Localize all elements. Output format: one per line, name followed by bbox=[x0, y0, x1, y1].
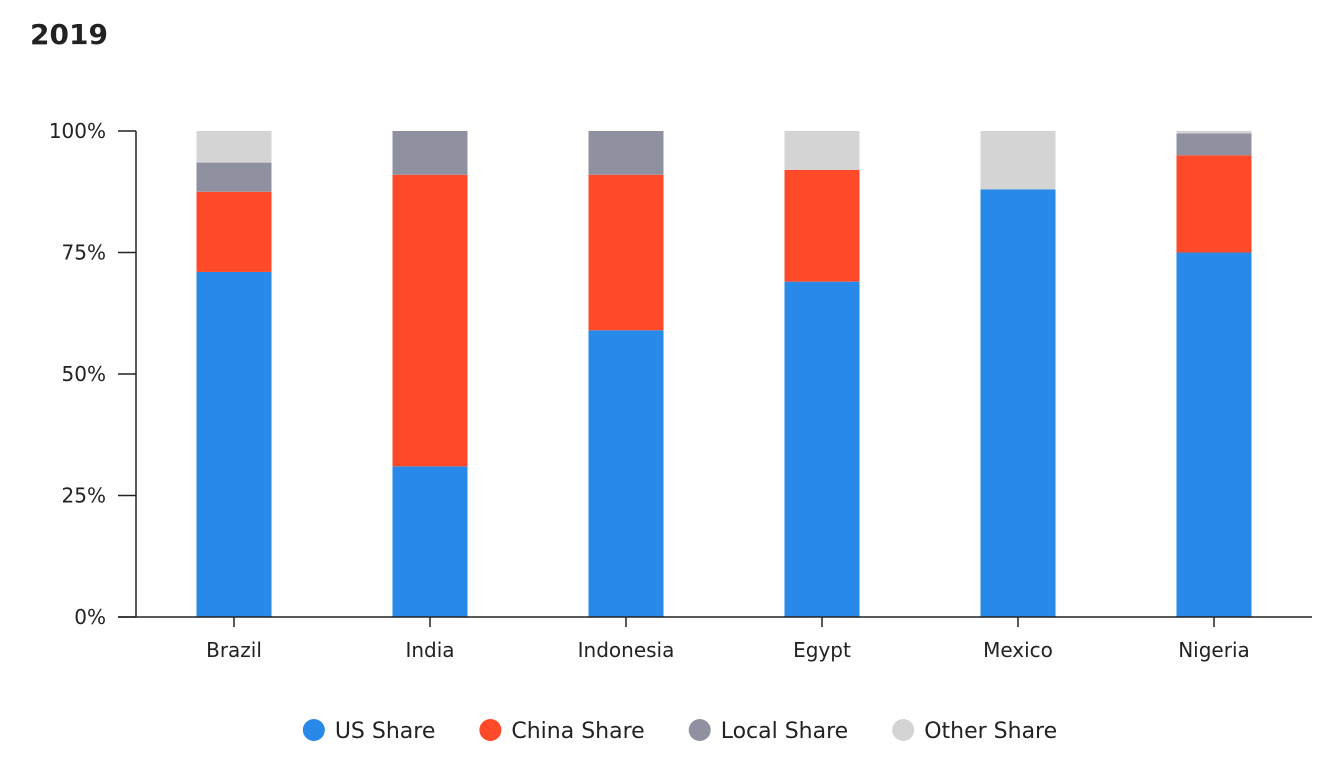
bar-brazil-china-share bbox=[196, 191, 272, 272]
legend-label-other-share: Other Share bbox=[924, 719, 1057, 744]
bar-indonesia-us-share bbox=[588, 330, 664, 617]
bar-egypt-other-share bbox=[784, 131, 860, 170]
y-tick-label: 75% bbox=[62, 241, 106, 265]
bar-indonesia-local-share bbox=[588, 131, 664, 175]
bar-nigeria-other-share bbox=[1176, 131, 1252, 134]
x-tick-label-nigeria: Nigeria bbox=[1178, 638, 1250, 662]
x-axis: Brazil India Indonesia Egypt Mexico Nigeria bbox=[118, 616, 1312, 662]
bar-nigeria-us-share bbox=[1176, 252, 1252, 617]
legend-item-us-share: US Share bbox=[302, 719, 436, 744]
y-tick-label: 25% bbox=[62, 484, 106, 508]
legend: US Share China Share Local Share Other Shar… bbox=[302, 719, 1057, 744]
bar-india-us-share bbox=[392, 466, 468, 617]
bar-brazil-local-share bbox=[196, 162, 272, 192]
bar-mexico-other-share bbox=[980, 131, 1056, 190]
bars-group bbox=[196, 131, 1252, 617]
bar-nigeria-china-share bbox=[1176, 155, 1252, 253]
legend-marker-other-share bbox=[892, 719, 915, 741]
x-tick-label-brazil: Brazil bbox=[206, 638, 262, 662]
legend-marker-local-share bbox=[688, 719, 711, 741]
legend-item-local-share: Local Share bbox=[688, 719, 849, 744]
legend-item-china-share: China Share bbox=[479, 719, 645, 744]
x-tick-label-indonesia: Indonesia bbox=[578, 638, 675, 662]
legend-label-china-share: China Share bbox=[511, 719, 644, 744]
legend-marker-us-share bbox=[302, 719, 325, 741]
y-tick-label: 0% bbox=[74, 605, 106, 629]
y-axis: 0% 25% 50% 75% 100% bbox=[49, 119, 137, 629]
bar-mexico-us-share bbox=[980, 189, 1056, 617]
bar-brazil-us-share bbox=[196, 271, 272, 617]
legend-marker-china-share bbox=[479, 719, 502, 741]
bar-india-china-share bbox=[392, 174, 468, 467]
bar-indonesia-china-share bbox=[588, 174, 664, 331]
legend-item-other-share: Other Share bbox=[892, 719, 1057, 744]
bar-egypt-china-share bbox=[784, 169, 860, 282]
x-tick-label-india: India bbox=[405, 638, 454, 662]
y-tick-label: 100% bbox=[49, 119, 106, 143]
x-tick-label-mexico: Mexico bbox=[983, 638, 1053, 662]
chart-title: 2019 bbox=[30, 18, 108, 51]
bar-nigeria-local-share bbox=[1176, 133, 1252, 156]
bar-india-local-share bbox=[392, 131, 468, 175]
bar-brazil-other-share bbox=[196, 131, 272, 163]
legend-label-us-share: US Share bbox=[335, 719, 436, 744]
legend-label-local-share: Local Share bbox=[721, 719, 849, 744]
y-tick-label: 50% bbox=[62, 362, 106, 386]
bar-egypt-us-share bbox=[784, 281, 860, 617]
x-tick-label-egypt: Egypt bbox=[793, 638, 851, 662]
